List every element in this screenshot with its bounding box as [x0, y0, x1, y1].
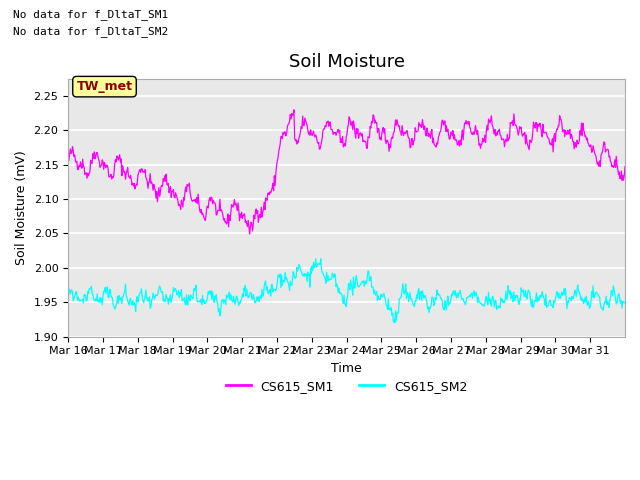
- Title: Soil Moisture: Soil Moisture: [289, 53, 404, 72]
- CS615_SM1: [232, 200, 240, 206]
- Line: CS615_SM2: CS615_SM2: [68, 259, 625, 323]
- CS615_SM2: [260, 291, 268, 297]
- CS615_SM2: [391, 320, 399, 325]
- CS615_SM2: [436, 296, 444, 301]
- CS615_SM1: [290, 107, 298, 113]
- Y-axis label: Soil Moisture (mV): Soil Moisture (mV): [15, 150, 28, 265]
- CS615_SM1: [621, 164, 629, 169]
- CS615_SM2: [621, 300, 629, 306]
- Text: No data for f_DltaT_SM2: No data for f_DltaT_SM2: [13, 25, 168, 36]
- CS615_SM1: [64, 158, 72, 164]
- CS615_SM2: [130, 302, 138, 308]
- CS615_SM2: [312, 256, 319, 262]
- CS615_SM1: [436, 128, 444, 134]
- CS615_SM1: [260, 199, 268, 205]
- CS615_SM1: [246, 231, 253, 237]
- CS615_SM2: [281, 279, 289, 285]
- CS615_SM1: [130, 183, 138, 189]
- X-axis label: Time: Time: [332, 362, 362, 375]
- Text: No data for f_DltaT_SM1: No data for f_DltaT_SM1: [13, 9, 168, 20]
- CS615_SM1: [406, 136, 413, 142]
- Text: TW_met: TW_met: [77, 80, 132, 93]
- Line: CS615_SM1: CS615_SM1: [68, 110, 625, 234]
- CS615_SM2: [64, 298, 72, 303]
- CS615_SM1: [282, 129, 289, 135]
- CS615_SM2: [406, 294, 413, 300]
- Legend: CS615_SM1, CS615_SM2: CS615_SM1, CS615_SM2: [221, 375, 472, 397]
- CS615_SM2: [232, 297, 240, 302]
